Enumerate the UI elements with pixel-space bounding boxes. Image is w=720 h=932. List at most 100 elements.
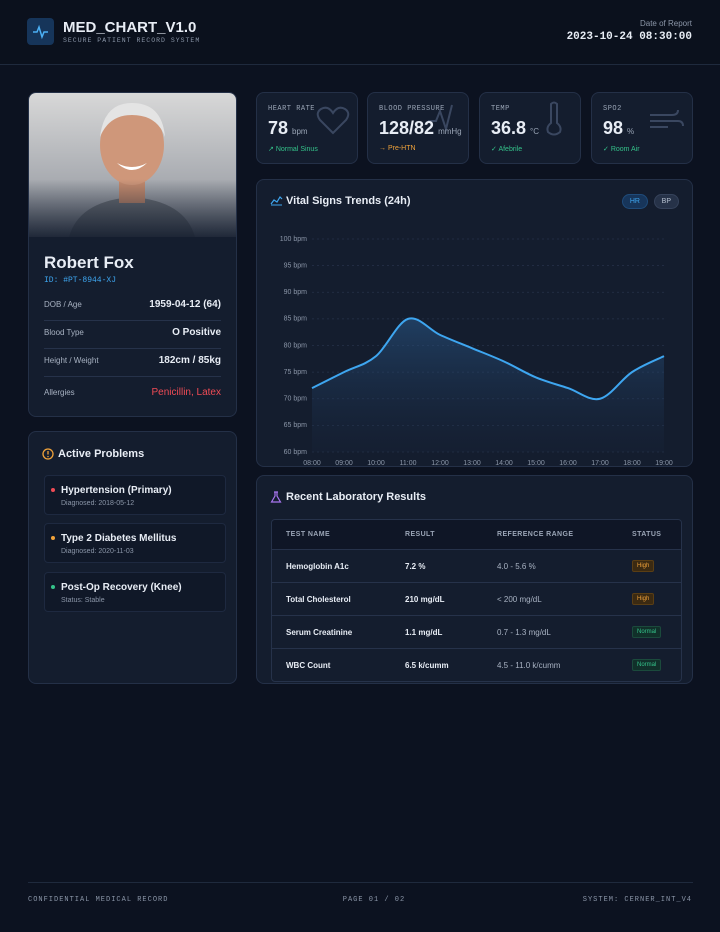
x-tick-label: 15:00 <box>527 460 545 466</box>
y-tick-label: 60 bpm <box>284 449 308 456</box>
chart-icon <box>270 196 283 205</box>
x-tick-label: 11:00 <box>400 460 417 466</box>
vital-reading: 78 bpm <box>268 118 308 139</box>
status-cell: High <box>618 549 681 583</box>
series-toggle[interactable]: HR <box>621 194 648 209</box>
app-title: MED_CHART_V1.0 <box>63 19 197 36</box>
test-name: Hemoglobin A1c <box>272 549 391 583</box>
field-label: Height / Weight <box>44 356 99 365</box>
status-badge: High <box>632 593 655 605</box>
vital-label: TEMP <box>491 105 510 113</box>
y-tick-label: 65 bpm <box>284 422 308 429</box>
field-value: Penicillin, Latex <box>151 387 221 398</box>
column-header: REFERENCE RANGE <box>483 520 618 550</box>
x-tick-label: 18:00 <box>623 460 641 466</box>
footer-right: SYSTEM: CERNER_INT_V4 <box>582 896 692 904</box>
y-tick-label: 70 bpm <box>284 396 308 403</box>
problem-item: Post-Op Recovery (Knee) Status: Stable <box>44 572 226 612</box>
x-tick-label: 12:00 <box>431 460 449 466</box>
logo-pulse <box>33 24 48 40</box>
reference: 4.5 - 11.0 k/cumm <box>483 648 618 681</box>
field-label: Allergies <box>44 388 75 397</box>
test-name: Total Cholesterol <box>272 582 391 616</box>
result: 6.5 k/cumm <box>391 648 483 681</box>
x-tick-label: 19:00 <box>655 460 673 466</box>
labs-table-wrap: TEST NAME RESULT REFERENCE RANGE STATUS … <box>271 519 682 682</box>
vital-value: 128/82 <box>379 118 435 138</box>
problem-name: Hypertension (Primary) <box>61 485 172 496</box>
field-row: Blood Type O Positive <box>44 320 221 349</box>
problem-name: Post-Op Recovery (Knee) <box>61 582 182 593</box>
temp-icon <box>546 101 562 136</box>
vital-card: SPO2 98% ✓ Room Air <box>591 92 693 164</box>
x-tick-label: 08:00 <box>303 460 321 466</box>
field-value: O Positive <box>172 327 221 338</box>
vital-note-row: ✓ Room Air <box>603 146 640 153</box>
column-header: RESULT <box>391 520 483 550</box>
status-cell: Normal <box>618 615 681 649</box>
warning-icon <box>42 448 54 460</box>
y-tick-label: 95 bpm <box>284 262 308 269</box>
vital-value: 36.8 <box>491 118 527 138</box>
field-row: Allergies Penicillin, Latex <box>44 380 221 408</box>
status-cell: Normal <box>618 648 681 681</box>
series-toggle[interactable]: BP <box>653 194 679 209</box>
app-subtitle: SECURE PATIENT RECORD SYSTEM <box>63 37 201 44</box>
vital-note: Normal Sinus <box>275 146 318 153</box>
patient-photo <box>29 93 236 237</box>
status-badge: Normal <box>632 626 662 638</box>
field-row: DOB / Age 1959-04-12 (64) <box>44 292 221 321</box>
field-label: DOB / Age <box>44 300 82 309</box>
area <box>312 318 664 452</box>
x-tick-label: 10:00 <box>367 460 385 466</box>
lab-row: Hemoglobin A1c 7.2 % 4.0 - 5.6 % High <box>272 549 681 583</box>
vital-label: SPO2 <box>603 105 622 113</box>
problems-card: Active Problems Hypertension (Primary) Di… <box>28 431 237 684</box>
lab-row: Total Cholesterol 210 mg/dL < 200 mg/dL Hig… <box>272 582 681 616</box>
test-name: WBC Count <box>272 648 391 681</box>
field-row: Height / Weight 182cm / 85kg <box>44 348 221 377</box>
labs-card: Recent Laboratory Results TEST NAME RESU… <box>256 475 693 684</box>
reference: < 200 mg/dL <box>483 582 618 616</box>
footer-left: CONFIDENTIAL MEDICAL RECORD <box>28 896 169 904</box>
vital-unit: % <box>627 127 635 136</box>
field-value: 1959-04-12 (64) <box>149 299 221 310</box>
y-tick-label: 85 bpm <box>284 316 308 323</box>
reference: 0.7 - 1.3 mg/dL <box>483 615 618 649</box>
y-tick-label: 90 bpm <box>284 289 308 296</box>
wind-icon <box>650 109 684 128</box>
patient-card: Robert Fox ID: #PT-8944-XJ DOB / Age 1959… <box>28 92 237 417</box>
field-value: 182cm / 85kg <box>158 355 221 366</box>
problems-title: Active Problems <box>58 448 145 460</box>
heart-icon <box>316 106 350 135</box>
line <box>311 317 665 401</box>
vital-reading: 128/82 mmHg <box>379 118 462 139</box>
vital-value: 78 <box>268 118 289 138</box>
patient-name: Robert Fox <box>44 253 134 272</box>
x-tick-label: 17:00 <box>591 460 609 466</box>
lab-row: Serum Creatinine 1.1 mg/dL 0.7 - 1.3 mg/dL… <box>272 615 681 649</box>
logo-icon <box>27 18 54 45</box>
vital-label: BLOOD PRESSURE <box>379 105 445 113</box>
problem-item: Type 2 Diabetes Mellitus Diagnosed: 2020-… <box>44 523 226 563</box>
result: 210 mg/dL <box>391 582 483 616</box>
vital-card: BLOOD PRESSURE 128/82 mmHg → Pre-HTN <box>367 92 469 164</box>
x-tick-label: 09:00 <box>335 460 353 466</box>
header-row: TEST NAME RESULT REFERENCE RANGE STATUS <box>272 520 681 550</box>
report-date: 2023-10-24 08:30:00 <box>566 31 692 43</box>
chart-card: Vital Signs Trends (24h) 60 bpm 65 bpm 70 … <box>256 179 693 467</box>
result: 1.1 mg/dL <box>391 615 483 649</box>
x-tick-label: 14:00 <box>495 460 513 466</box>
y-tick-label: 75 bpm <box>284 369 308 376</box>
vital-value: 98 <box>603 118 624 138</box>
lab-row: WBC Count 6.5 k/cumm 4.5 - 11.0 k/cumm Norm… <box>272 648 681 681</box>
vital-unit: °C <box>530 127 540 136</box>
vital-reading: 98% <box>603 118 634 139</box>
problem-item: Hypertension (Primary) Diagnosed: 2018-05… <box>44 475 226 515</box>
vital-card: HEART RATE 78 bpm ↗ Normal Sinus <box>256 92 358 164</box>
status-badge: High <box>632 560 655 572</box>
footer-center: PAGE 01 / 02 <box>342 896 406 904</box>
vital-reading: 36.8 °C <box>491 118 539 139</box>
y-tick-label: 100 bpm <box>280 236 307 243</box>
